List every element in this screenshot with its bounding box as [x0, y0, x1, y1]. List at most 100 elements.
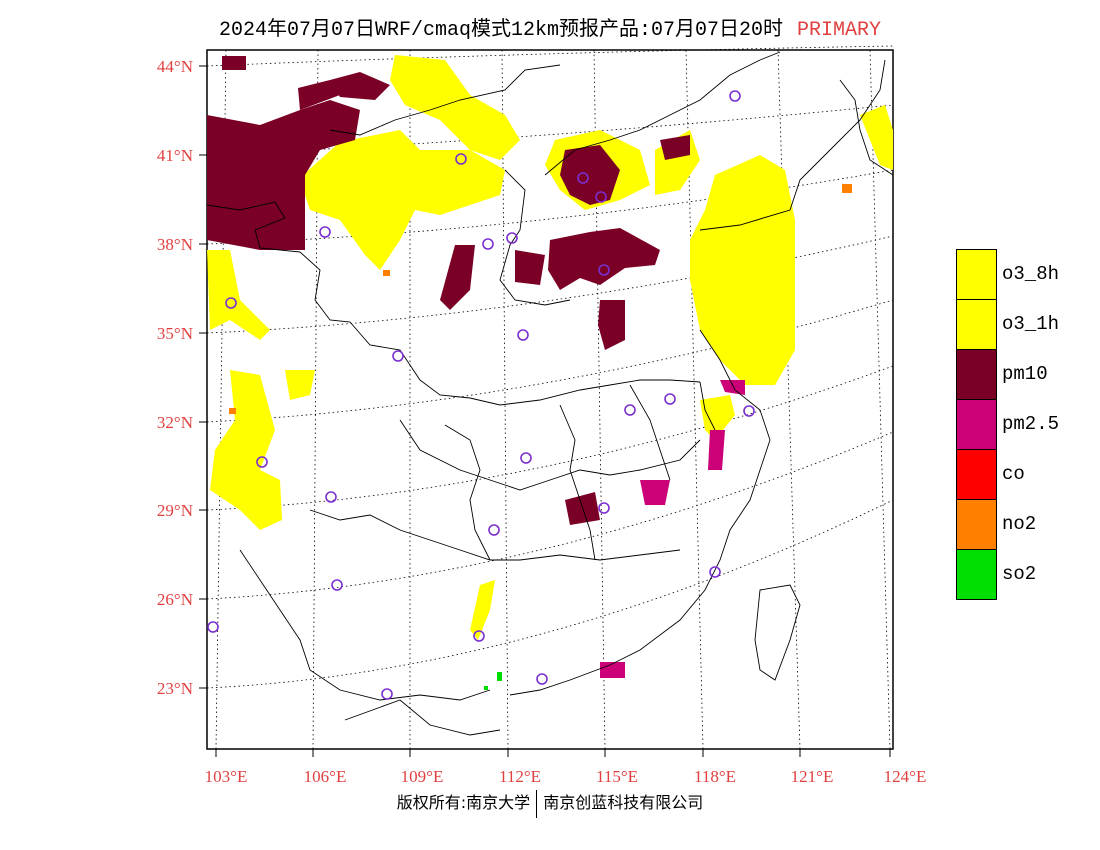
- station-marker: [455, 153, 467, 165]
- border-anhui: [629, 384, 671, 481]
- legend-swatch: [956, 449, 997, 500]
- border-qinghai: [206, 201, 301, 253]
- station-marker: [536, 673, 548, 685]
- monitoring-stations: [207, 90, 755, 700]
- lon-label: 118°E: [694, 767, 736, 786]
- border-korea: [839, 79, 894, 176]
- legend-swatch: [956, 499, 997, 550]
- station-marker: [506, 232, 518, 244]
- lat-label: 44°N: [157, 57, 193, 76]
- o3-region-sichuan: [210, 370, 282, 530]
- legend-swatch: [956, 399, 997, 450]
- border-jiangsu: [699, 381, 716, 431]
- lon-label: 115°E: [596, 767, 638, 786]
- o3-region-inner-mongolia: [390, 55, 520, 160]
- lat-label: 26°N: [157, 590, 193, 609]
- border-taiwan: [754, 584, 801, 681]
- border-inner-mongolia: [329, 64, 561, 136]
- pm25-region-zhejiang: [708, 430, 725, 470]
- pm10-region-top: [222, 56, 246, 70]
- station-marker: [331, 579, 343, 591]
- pm10-region-mongolia-b: [330, 72, 390, 100]
- graticule-26n: [206, 431, 894, 600]
- border-yangtze: [399, 419, 701, 491]
- legend-swatch: [956, 549, 997, 600]
- legend-swatch: [956, 349, 997, 400]
- pm10-region-shanxi: [440, 245, 475, 310]
- station-marker: [392, 350, 404, 362]
- border-coast-north: [699, 59, 886, 231]
- so2-spot-guangdong-b: [484, 686, 488, 690]
- o3-region-yellow-sea: [690, 155, 795, 385]
- primary-tag: PRIMARY: [797, 19, 882, 42]
- lon-label: 112°E: [499, 767, 541, 786]
- station-marker: [598, 502, 610, 514]
- station-marker: [729, 90, 741, 102]
- legend-swatch: [956, 249, 997, 300]
- border-hebei: [544, 51, 781, 176]
- station-marker: [624, 404, 636, 416]
- lat-label: 38°N: [157, 235, 193, 254]
- lon-labels: 103°E 106°E 109°E 112°E 115°E 118°E 121°…: [205, 767, 927, 786]
- station-marker: [482, 238, 494, 250]
- legend-label: o3_8h: [1002, 263, 1060, 285]
- legend-label: so2: [1002, 563, 1037, 585]
- lat-labels: 44°N 41°N 38°N 35°N 32°N 29°N 26°N 23°N: [157, 57, 193, 698]
- o3-region-jiangsu: [700, 395, 735, 440]
- station-marker: [256, 456, 268, 468]
- legend-label: co: [1002, 463, 1025, 485]
- copyright-left: 版权所有:南京大学: [396, 793, 531, 812]
- station-marker: [473, 630, 485, 642]
- pm10-region-hebei: [660, 135, 690, 160]
- border-coast-south: [509, 329, 771, 696]
- border-jiangxi: [559, 404, 596, 561]
- border-south: [309, 509, 681, 561]
- province-borders: [206, 51, 894, 736]
- lat-label: 35°N: [157, 324, 193, 343]
- lon-label: 103°E: [205, 767, 248, 786]
- pm25-region-guangdong: [600, 662, 625, 678]
- station-marker: [207, 621, 219, 633]
- lon-label: 124°E: [884, 767, 927, 786]
- no2-spot-shaanxi: [383, 270, 390, 276]
- station-marker: [577, 172, 589, 184]
- copyright-footer: 版权所有:南京大学 南京创蓝科技有限公司: [0, 789, 1100, 818]
- legend-label: no2: [1002, 513, 1037, 535]
- legend-label: pm10: [1002, 363, 1048, 385]
- o3-region-guangxi: [470, 580, 495, 640]
- o3-region-west: [207, 250, 270, 340]
- legend-swatch: [956, 299, 997, 350]
- station-marker: [743, 405, 755, 417]
- lon-label: 121°E: [791, 767, 834, 786]
- graticule-35n: [206, 235, 894, 334]
- o3-region-korea: [860, 105, 893, 170]
- pm25-region-fujian: [640, 480, 670, 505]
- lon-label: 106°E: [304, 767, 347, 786]
- o3-region-north: [303, 130, 505, 270]
- station-marker: [381, 688, 393, 700]
- pm10-region-anhui: [598, 300, 625, 350]
- title-text: 2024年07月07日WRF/cmaq模式12km预报产品:07月07日20时: [218, 19, 784, 42]
- footer-separator: [536, 789, 538, 818]
- station-marker: [598, 264, 610, 276]
- lat-label: 32°N: [157, 413, 193, 432]
- pollutant-fields: [207, 55, 893, 690]
- pm25-region-shanghai: [720, 380, 745, 395]
- legend-label: pm2.5: [1002, 413, 1060, 435]
- lat-label: 29°N: [157, 501, 193, 520]
- station-marker: [517, 329, 529, 341]
- no2-spot-korea: [842, 184, 852, 193]
- copyright-right: 南京创蓝科技有限公司: [543, 793, 704, 812]
- pm10-region-shandong: [548, 228, 660, 290]
- border-hunan: [444, 424, 491, 561]
- station-marker: [325, 491, 337, 503]
- o3-region-shaanxi: [285, 370, 315, 400]
- border-guangxi: [344, 699, 501, 736]
- border-southwest: [239, 549, 491, 701]
- station-marker: [520, 452, 532, 464]
- station-marker: [225, 297, 237, 309]
- station-marker: [709, 566, 721, 578]
- graticule-44n: [206, 45, 894, 67]
- station-marker: [319, 226, 331, 238]
